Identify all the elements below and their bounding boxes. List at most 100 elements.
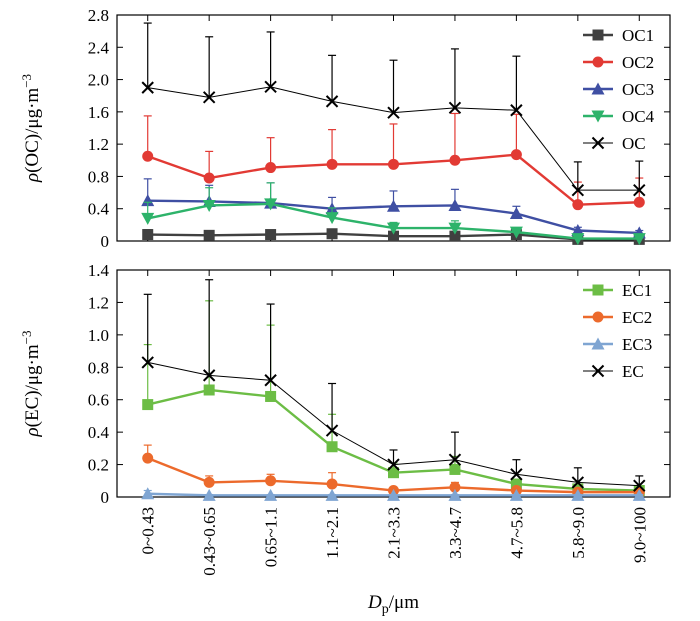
oc4-point — [632, 233, 646, 246]
ec-panel-ytick-label: 1.0 — [88, 326, 109, 345]
ec3-point — [571, 488, 585, 501]
oc-panel-ytick-label: 2.0 — [88, 71, 109, 90]
oc3-point — [141, 194, 155, 207]
oc-panel-ytick-label: 0 — [101, 232, 110, 251]
oc4-point — [387, 222, 400, 235]
ec1-point — [203, 384, 215, 396]
ec3-point — [387, 488, 400, 501]
oc-panel-series-oc4 — [141, 182, 646, 246]
x-category-label: 4.7~5.8 — [507, 507, 526, 559]
oc-panel-series-oc — [141, 22, 646, 197]
y-title-exponent: −3 — [19, 331, 34, 345]
ec-panel-legend: EC1 EC2 EC3 EC — [583, 281, 652, 381]
oc1-point — [142, 229, 154, 241]
y-title-exponent: −3 — [19, 74, 34, 88]
ec3-point — [141, 487, 155, 500]
x-title-unit: /μm — [389, 592, 419, 613]
ec2-point — [449, 481, 461, 493]
oc-point — [141, 81, 154, 94]
ec3-point — [632, 488, 646, 501]
ec-point — [141, 356, 154, 369]
ec3-point — [202, 488, 216, 501]
ec-panel-ytick-label: 0.4 — [88, 423, 110, 442]
y-title-unit: (OC)/μg·m — [22, 88, 43, 173]
oc1-point — [265, 229, 277, 241]
oc-panel-ytick-label: 0.8 — [88, 167, 109, 186]
oc4-point — [448, 222, 462, 235]
oc-point — [325, 95, 339, 108]
ec3-point — [448, 488, 462, 501]
legend-marker-oc1 — [592, 29, 604, 41]
x-category-label: 0.65~1.1 — [262, 507, 281, 567]
ec2-point — [265, 475, 277, 487]
legend-label-oc2: OC2 — [622, 53, 654, 72]
ec1-point — [265, 390, 277, 402]
ec-point — [571, 476, 585, 489]
oc1-point — [449, 230, 461, 242]
ec2-point — [203, 476, 215, 488]
oc2-point — [388, 158, 399, 170]
x-category-label: 5.8~9.0 — [569, 507, 588, 559]
ec-point — [325, 424, 339, 437]
oc4-point — [141, 212, 155, 225]
y-title-symbol: ρ — [22, 173, 43, 183]
oc-panel-ytick-label: 1.2 — [88, 135, 109, 154]
ec3-point — [509, 488, 523, 501]
legend-label-oc1: OC1 — [622, 26, 654, 45]
ec2-point — [326, 478, 338, 490]
oc4-point — [325, 212, 339, 225]
y-title-unit: (EC)/μg·m — [22, 344, 43, 427]
oc2-point — [633, 196, 645, 208]
oc4-point — [571, 233, 585, 246]
oc4-point — [264, 198, 278, 211]
legend-marker-oc — [591, 136, 605, 150]
ec-panel-ytick-label: 0.2 — [88, 456, 109, 475]
oc3-point — [509, 207, 523, 220]
oc3-point — [571, 224, 585, 237]
oc4-point — [509, 226, 523, 239]
oc2-point — [572, 199, 584, 211]
oc4-point — [202, 199, 216, 212]
ec-panel-ytick-label: 0 — [101, 488, 110, 507]
ec2-point — [142, 452, 154, 464]
ec3-point — [264, 488, 278, 501]
oc-point — [448, 101, 462, 115]
ec1-point — [388, 467, 399, 479]
x-category-label: 0.43~0.65 — [200, 507, 219, 576]
ec1-point — [510, 478, 522, 490]
oc2-point — [326, 158, 338, 170]
oc2-point — [265, 162, 277, 174]
legend-marker-ec — [591, 364, 605, 378]
x-category-label: 9.0~100 — [630, 507, 649, 563]
ec-panel-series-ec3 — [141, 487, 646, 501]
ec1-point — [449, 463, 461, 475]
ec1-point — [142, 399, 154, 411]
legend-marker-oc3 — [591, 82, 605, 95]
legend-label-oc: OC — [622, 134, 646, 153]
ec1-point — [326, 441, 338, 453]
ec-panel-series-ec — [141, 279, 646, 492]
oc-panel-series-oc2 — [142, 112, 645, 211]
ec-panel: 0 0.2 0.4 0.6 0.8 1.0 1.2 1.4 ρ(EC)/μg·m−3 EC1 EC2… — [19, 261, 671, 507]
legend-label-ec: EC — [622, 362, 644, 381]
oc-panel-ytick-label: 1.6 — [88, 103, 109, 122]
oc1-point — [388, 230, 399, 242]
legend-label-ec2: EC2 — [622, 308, 652, 327]
ec-panel-series-ec1 — [142, 300, 645, 497]
ec3-point — [325, 488, 339, 501]
x-axis-title: Dp/μm — [367, 592, 419, 617]
legend-marker-ec1 — [592, 284, 604, 296]
legend-label-oc4: OC4 — [622, 107, 655, 126]
oc-point — [571, 183, 585, 197]
legend-marker-ec3 — [591, 337, 605, 350]
ec-panel-ytick-label: 0.8 — [88, 358, 109, 377]
oc-panel-ytick-label: 2.4 — [88, 38, 110, 57]
oc2-point — [203, 172, 215, 184]
oc2-point — [449, 154, 461, 166]
oc-point — [264, 80, 277, 94]
oc1-point — [203, 229, 215, 241]
oc3-point — [448, 198, 462, 211]
legend-marker-oc4 — [591, 110, 605, 123]
y-title-symbol: ρ — [22, 427, 43, 437]
